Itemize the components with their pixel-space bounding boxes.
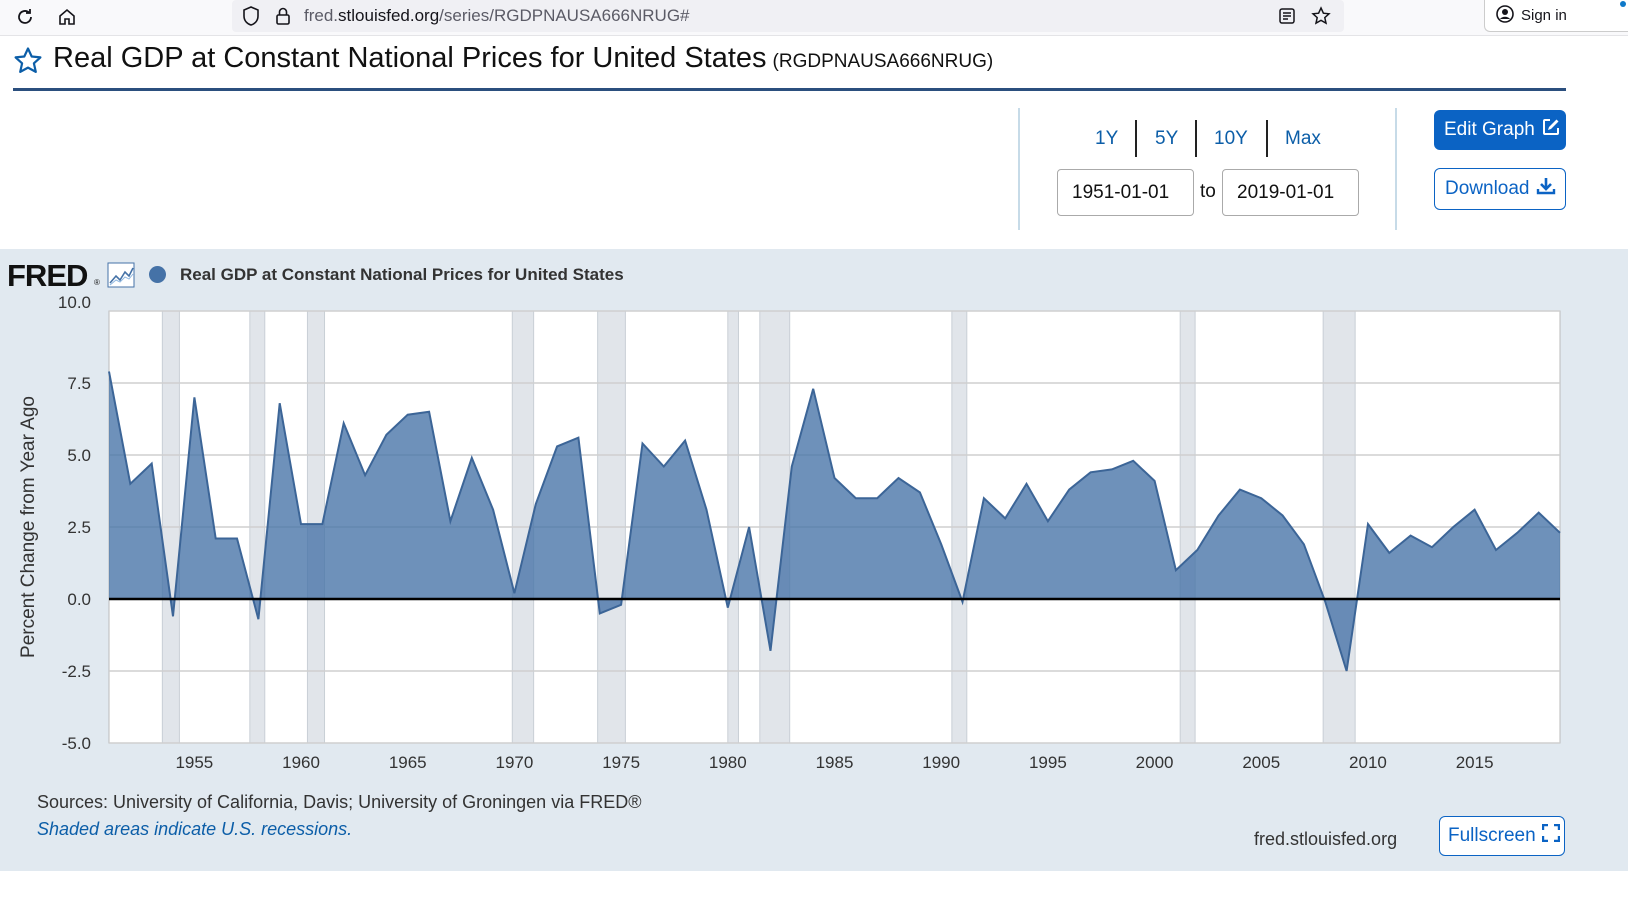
recession-note-link[interactable]: Shaded areas indicate U.S. recessions. (37, 819, 353, 839)
y-tick-label: -2.5 (62, 662, 91, 681)
y-tick-label: -5.0 (62, 734, 91, 753)
x-axis-ticks: 1955 1960 1965 1970 1975 1980 1985 1990 1995 2000… (175, 753, 1493, 772)
home-icon[interactable] (54, 4, 80, 30)
range-1y[interactable]: 1Y (1095, 128, 1119, 149)
x-tick-label: 1995 (1029, 753, 1067, 772)
sign-in-button[interactable]: Sign in (1484, 0, 1628, 32)
y-tick-label: 0.0 (67, 590, 91, 609)
reader-view-icon[interactable] (1274, 3, 1300, 29)
account-icon (1495, 4, 1515, 28)
x-tick-label: 1990 (922, 753, 960, 772)
x-tick-label: 1975 (602, 753, 640, 772)
title-divider (13, 88, 1566, 91)
x-tick-label: 2015 (1456, 753, 1494, 772)
bookmark-star-icon[interactable] (1308, 3, 1334, 29)
favorite-star-icon[interactable] (13, 46, 43, 81)
series-id: (RGDPNAUSA666NRUG) (772, 51, 994, 72)
legend-marker (149, 266, 166, 283)
series-line (108, 371, 1561, 672)
sources-text: Sources: University of California, Davis… (37, 792, 642, 812)
y-axis-ticks: 10.0 7.5 5.0 2.5 0.0 -2.5 -5.0 (58, 293, 91, 753)
start-date-input[interactable]: 1951-01-01 (1057, 169, 1194, 216)
sign-in-label: Sign in (1521, 7, 1567, 24)
edit-graph-button[interactable]: Edit Graph (1434, 110, 1566, 150)
y-tick-label: 5.0 (67, 446, 91, 465)
y-tick-label: 10.0 (58, 293, 91, 312)
range-separator (1135, 120, 1137, 157)
fullscreen-label: Fullscreen (1448, 825, 1536, 846)
y-tick-label: 7.5 (67, 374, 91, 393)
x-tick-label: 1955 (175, 753, 213, 772)
site-url: fred.stlouisfed.org (1254, 829, 1398, 849)
browser-toolbar: fred.stlouisfed.org/series/RGDPNAUSA666N… (0, 0, 1628, 36)
shield-icon[interactable] (238, 3, 264, 29)
edit-graph-label: Edit Graph (1444, 119, 1535, 140)
address-bar[interactable]: fred.stlouisfed.org/series/RGDPNAUSA666N… (232, 0, 1344, 32)
end-date-input[interactable]: 2019-01-01 (1222, 169, 1359, 216)
x-tick-label: 2000 (1136, 753, 1174, 772)
x-tick-label: 1970 (496, 753, 534, 772)
fullscreen-button[interactable]: Fullscreen (1439, 816, 1565, 856)
range-10y[interactable]: 10Y (1214, 128, 1248, 149)
download-button[interactable]: Download (1434, 168, 1566, 210)
range-max[interactable]: Max (1285, 128, 1321, 149)
x-tick-label: 2005 (1242, 753, 1280, 772)
fred-logo: FRED (7, 258, 88, 293)
line-chart-icon (107, 262, 135, 293)
to-label: to (1200, 181, 1216, 202)
range-5y[interactable]: 5Y (1155, 128, 1179, 149)
legend-label: Real GDP at Constant National Prices for… (180, 265, 624, 284)
notification-dot (1620, 1, 1626, 7)
lock-icon[interactable] (270, 3, 296, 29)
y-axis-title: Percent Change from Year Ago (18, 396, 39, 658)
range-separator (1195, 120, 1197, 157)
controls-divider-left (1018, 108, 1020, 230)
download-icon (1536, 176, 1556, 202)
y-tick-label: 2.5 (67, 518, 91, 537)
x-tick-label: 1965 (389, 753, 427, 772)
url-text[interactable]: fred.stlouisfed.org/series/RGDPNAUSA666N… (304, 6, 690, 25)
range-separator (1266, 120, 1268, 157)
download-label: Download (1445, 178, 1530, 199)
x-tick-label: 1980 (709, 753, 747, 772)
edit-icon (1541, 117, 1561, 143)
x-tick-label: 2010 (1349, 753, 1387, 772)
fullscreen-icon (1541, 823, 1560, 848)
controls-divider-right (1395, 108, 1397, 230)
reload-icon[interactable] (12, 4, 38, 30)
series-area[interactable] (109, 371, 1560, 672)
x-tick-label: 1960 (282, 753, 320, 772)
fred-logo-registered-mark: ® (94, 278, 100, 287)
x-tick-label: 1985 (816, 753, 854, 772)
page-title: Real GDP at Constant National Prices for… (53, 42, 994, 74)
